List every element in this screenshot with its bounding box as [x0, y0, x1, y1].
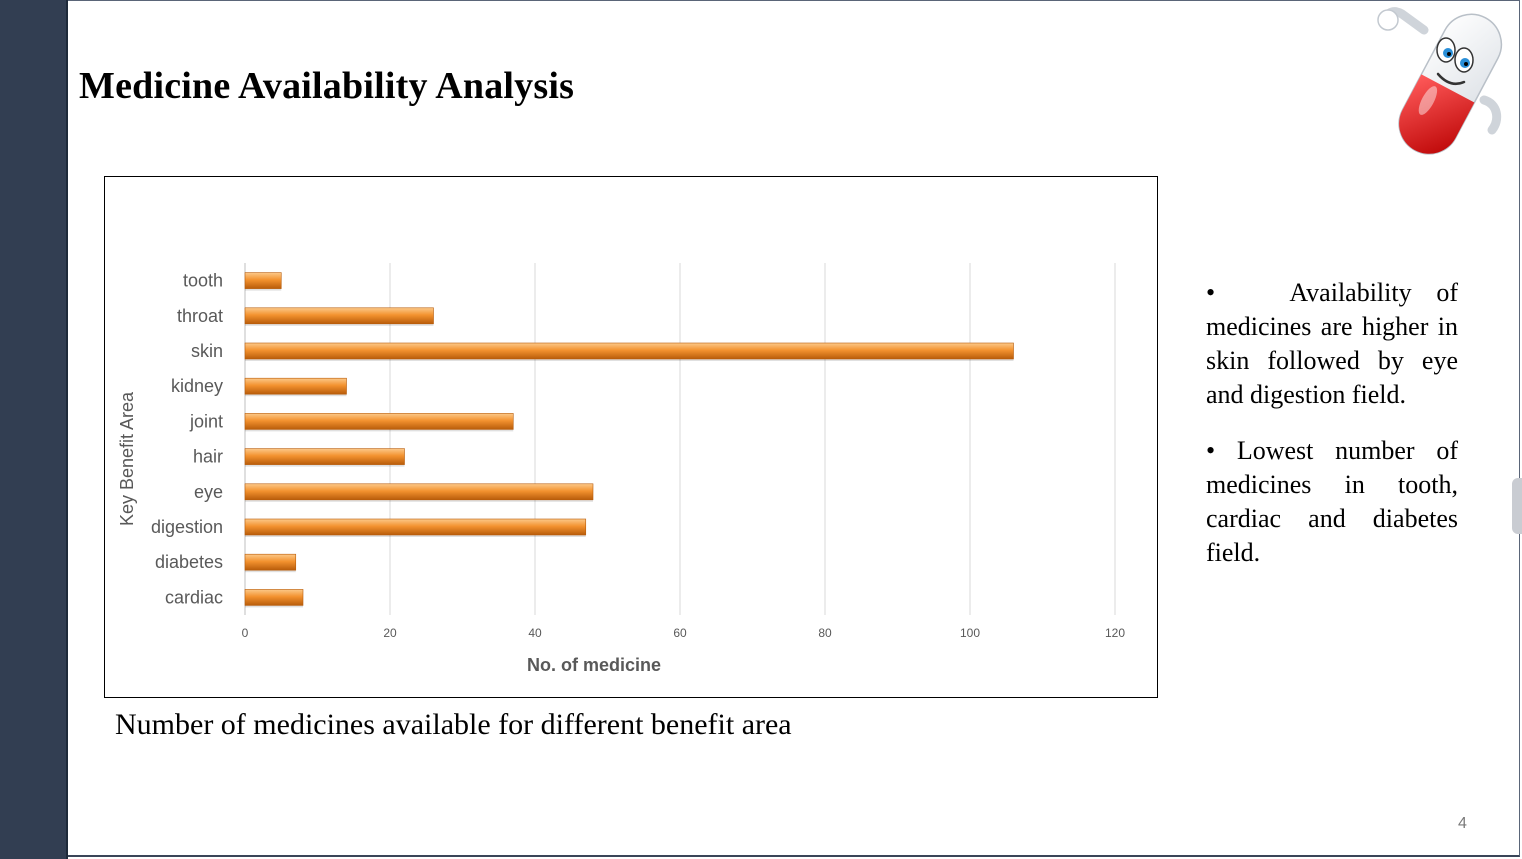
y-tick-label-kidney: kidney: [171, 376, 223, 396]
pill-mascot-icon: [1377, 7, 1503, 155]
x-axis-title: No. of medicine: [527, 655, 661, 675]
x-tick-label-120: 120: [1105, 626, 1125, 640]
bar-hair: [244, 448, 405, 465]
y-tick-label-tooth: tooth: [183, 271, 223, 291]
bar-tooth: [244, 272, 282, 289]
chart-caption: Number of medicines available for differ…: [115, 708, 792, 741]
bar-eye: [244, 483, 594, 501]
y-tick-label-skin: skin: [191, 341, 223, 361]
x-tick-label-20: 20: [383, 626, 397, 640]
chart-container: 0 20 40 60 80 100 120 tooth throat skin kidney join…: [104, 176, 1158, 698]
x-tick-label-0: 0: [242, 626, 249, 640]
x-tick-label-80: 80: [818, 626, 832, 640]
x-tick-label-40: 40: [528, 626, 542, 640]
bar-diabetes: [244, 553, 297, 571]
slide-frame: [68, 0, 1520, 857]
slide-title: Medicine Availability Analysis: [79, 65, 575, 107]
y-tick-label-throat: throat: [177, 306, 223, 326]
y-tick-label-diabetes: diabetes: [155, 552, 223, 572]
y-tick-label-eye: eye: [194, 482, 223, 502]
y-axis-title: Key Benefit Area: [117, 391, 137, 526]
x-tick-label-60: 60: [673, 626, 687, 640]
bullet-list: • Availability of medicines are higher i…: [1206, 276, 1458, 592]
bullet-point-1: • Availability of medicines are higher i…: [1206, 278, 1458, 409]
bullet-point-2: • Lowest number of medicines in tooth, c…: [1206, 436, 1458, 567]
x-tick-label-100: 100: [960, 626, 980, 640]
y-tick-label-cardiac: cardiac: [165, 587, 223, 607]
bar-cardiac: [244, 589, 304, 606]
y-tick-label-joint: joint: [189, 411, 223, 431]
bar-throat: [244, 307, 434, 325]
left-band-edge: [66, 0, 68, 859]
bar-digestion: [244, 518, 587, 536]
left-band: [0, 0, 66, 859]
bar-kidney: [244, 377, 347, 395]
y-tick-label-digestion: digestion: [151, 517, 223, 537]
y-tick-label-hair: hair: [193, 447, 223, 467]
bar-chart: 0 20 40 60 80 100 120 tooth throat skin kidney join…: [117, 263, 1125, 675]
scrollbar-handle[interactable]: [1512, 478, 1522, 534]
page-number: 4: [1458, 815, 1467, 832]
bar-skin: [244, 342, 1014, 360]
bar-joint: [244, 413, 514, 430]
